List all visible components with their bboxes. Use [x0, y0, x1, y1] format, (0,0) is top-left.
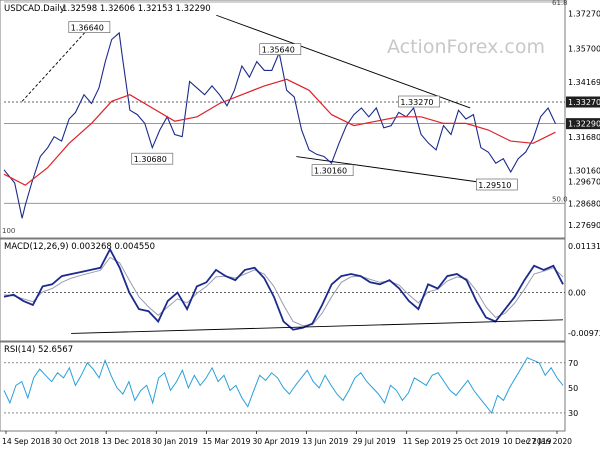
- price-y-tick-label: 1.31680: [568, 133, 600, 142]
- rsi-panel-title: RSI(14) 52.6567: [4, 345, 73, 355]
- price-series-group: [3, 31, 556, 219]
- x-tick-label: 10 Dec 2019: [503, 437, 552, 446]
- price-y-tick-label: 1.35700: [568, 44, 600, 53]
- x-tick-label: 11 Sep 2019: [403, 437, 451, 446]
- price-annotation-label: 1.29510: [478, 181, 511, 190]
- x-tick-label: 14 Sep 2018: [2, 437, 50, 446]
- price-annotation-box: [259, 43, 302, 55]
- rsi-series-group: [3, 357, 564, 415]
- ohlc-readout: 1.32598 1.32606 1.32153 1.32290: [62, 4, 211, 14]
- price-y-tick-label: 1.27690: [568, 221, 600, 230]
- current-price-badge-bg: [566, 118, 600, 130]
- rsi-y-tick-label: 70: [568, 359, 578, 368]
- price-annotation-box: [398, 95, 440, 108]
- macd-trendline: [71, 319, 564, 334]
- macd-series-group: [3, 247, 564, 334]
- macd-y-tick-label: -0.009729: [568, 329, 600, 338]
- price-trendline: [21, 27, 90, 102]
- swing-price-badge-label: 1.33270: [568, 98, 600, 107]
- x-tick-label: 25 Oct 2019: [453, 437, 500, 446]
- price-annotation-label: 1.36640: [71, 24, 104, 33]
- x-tick-label: 15 Mar 2019: [202, 437, 250, 446]
- x-tick-label: 30 Jan 2019: [152, 437, 198, 446]
- macd-y-tick-label: 0.011313: [568, 242, 600, 251]
- fibonacci-levels: 61.8 50.0 100: [2, 0, 568, 235]
- x-tick-label: 27 Jan 2020: [526, 437, 572, 446]
- price-trendline: [216, 14, 471, 109]
- price-y-tick-label: 1.37270: [568, 10, 600, 19]
- price-annotation-label: 1.30680: [134, 155, 167, 164]
- rsi-line: [3, 357, 564, 415]
- x-tick-label: 13 Jun 2019: [303, 437, 349, 446]
- price-badges: 1.33270 1.32290: [566, 96, 600, 130]
- price-annotation-box: [311, 164, 354, 176]
- moving-average-line: [3, 78, 556, 186]
- macd-signal-line: [3, 256, 564, 327]
- x-tick-label: 29 Jul 2019: [353, 437, 396, 446]
- price-panel-title: USDCAD.Daily: [4, 4, 65, 14]
- x-tick-label: 13 Dec 2018: [102, 437, 151, 446]
- x-tick-label: 30 Oct 2018: [52, 437, 99, 446]
- price-y-tick-label: 1.28680: [568, 199, 600, 208]
- price-annotation-box: [131, 152, 174, 165]
- price-y-tick-label: 1.29670: [568, 177, 600, 186]
- rsi-panel: RSI(14) 52.6567 70 50 30: [0, 341, 578, 432]
- fib-618-label: 61.8: [552, 0, 568, 7]
- price-panel: USDCAD.Daily 1.32598 1.32606 1.32153 1.3…: [0, 0, 600, 239]
- current-price-badge-label: 1.32290: [568, 120, 600, 129]
- macd-panel-title: MACD(12,26,9) 0.003268 0.004550: [4, 242, 155, 252]
- watermark: ActionForex.com: [387, 36, 545, 58]
- swing-price-badge-bg: [566, 96, 600, 108]
- price-annotations: 1.36640 1.30680 1.35640 1.30160 1.33270 1.295…: [68, 21, 518, 191]
- macd-y-axis: 0.011313 0.00 -0.009729: [4, 242, 600, 338]
- macd-panel: MACD(12,26,9) 0.003268 0.004550 0.011313…: [0, 238, 600, 342]
- fib-100-label: 100: [2, 227, 15, 235]
- macd-line: [3, 247, 564, 331]
- price-annotation-label: 1.35640: [262, 46, 295, 55]
- price-annotation-label: 1.30160: [314, 167, 347, 176]
- macd-y-tick-label: 0.00: [568, 289, 586, 298]
- rsi-y-axis: 70 50 30: [4, 359, 578, 418]
- rsi-y-tick-label: 50: [568, 384, 578, 393]
- fib-500-label: 50.0: [552, 195, 568, 203]
- price-series-line: [3, 31, 556, 219]
- price-annotation-label: 1.33270: [400, 98, 433, 107]
- rsi-y-tick-label: 30: [568, 409, 578, 418]
- price-y-tick-label: 1.34169: [568, 78, 600, 87]
- price-annotation-box: [68, 21, 111, 33]
- price-annotation-box: [476, 178, 518, 191]
- price-y-tick-label: 1.30160: [568, 167, 600, 176]
- x-axis: 14 Sep 2018 30 Oct 2018 13 Dec 2018 30 Jan …: [2, 431, 572, 446]
- macd-panel-frame: [0, 238, 566, 342]
- x-tick-label: 30 Apr 2019: [252, 437, 299, 446]
